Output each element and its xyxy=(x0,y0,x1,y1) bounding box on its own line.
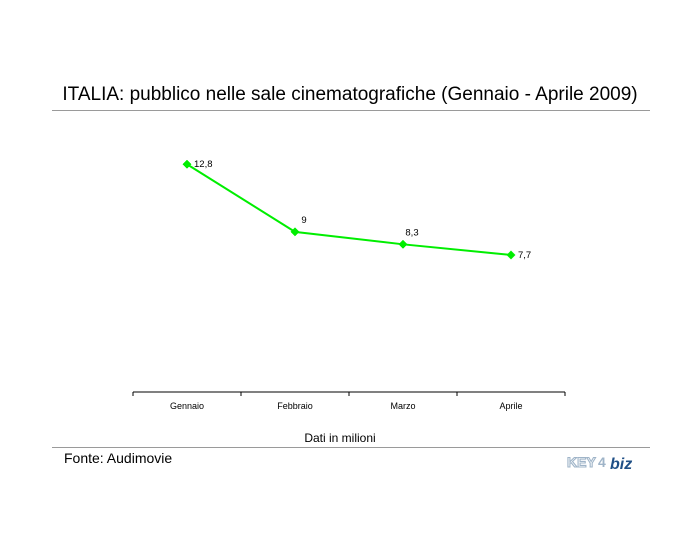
data-label: 9 xyxy=(301,215,306,226)
data-label: 8,3 xyxy=(405,227,418,238)
key4biz-logo: KEY 4 biz xyxy=(566,453,632,473)
title-divider xyxy=(52,110,650,111)
x-tick-label: Marzo xyxy=(390,401,415,411)
data-point xyxy=(506,250,516,260)
series-line xyxy=(186,163,512,256)
units-note: Dati in milioni xyxy=(304,431,376,445)
x-tick-label: Gennaio xyxy=(170,401,204,411)
footer-divider xyxy=(52,447,650,448)
logo-text-right: biz xyxy=(610,456,632,473)
data-label: 7,7 xyxy=(518,250,531,261)
data-point xyxy=(290,227,300,237)
logo-text-left: KEY xyxy=(567,454,596,470)
data-point xyxy=(182,159,192,169)
data-label: 12,8 xyxy=(194,159,213,170)
x-tick-label: Febbraio xyxy=(277,401,313,411)
logo-digit: 4 xyxy=(598,454,606,470)
page-title: ITALIA: pubblico nelle sale cinematograf… xyxy=(62,84,638,105)
data-point xyxy=(398,239,408,249)
x-tick-label: Aprile xyxy=(499,401,522,411)
source-label: Fonte: Audimovie xyxy=(64,450,173,466)
